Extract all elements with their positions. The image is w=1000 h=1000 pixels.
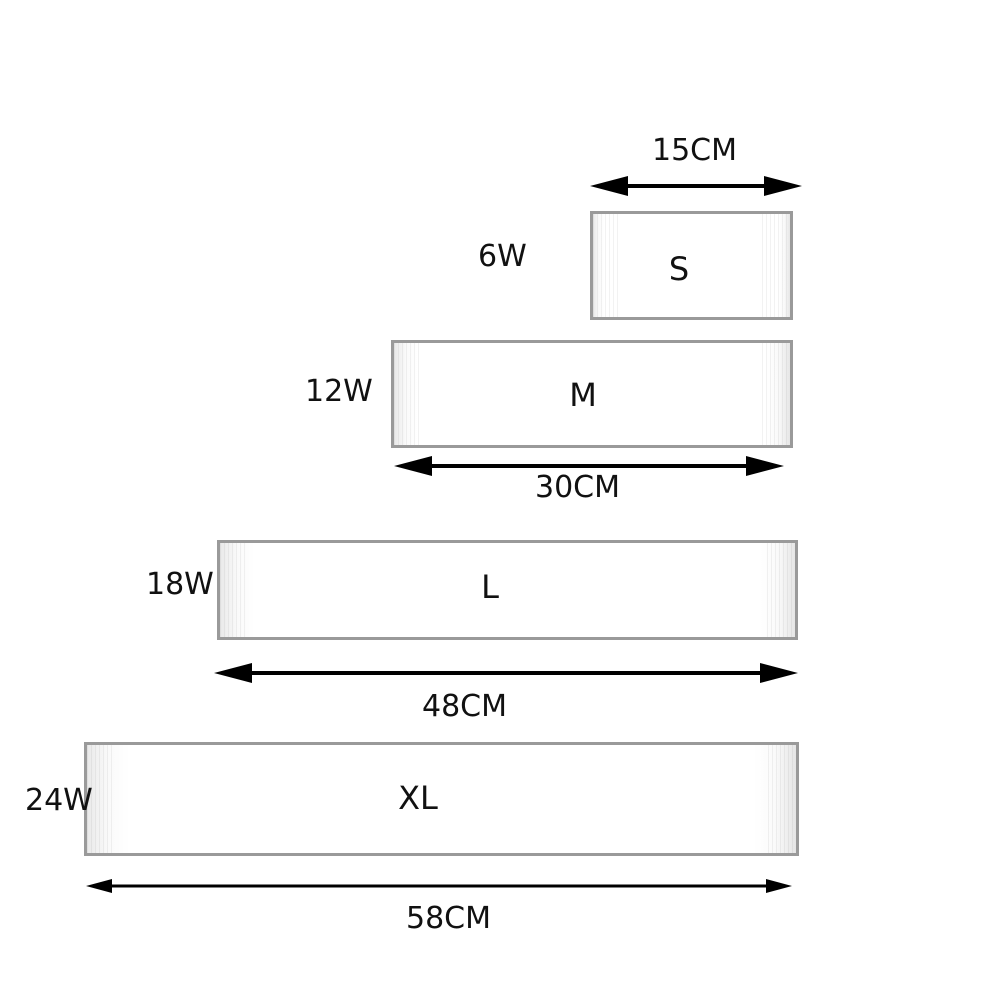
size-label-l: L [481, 568, 499, 606]
power-label-m: 12W [305, 374, 373, 409]
size-label-xl: XL [398, 779, 438, 817]
lamp-l [217, 540, 798, 640]
size-label-s: S [668, 250, 690, 288]
length-label-xl: 58CM [406, 901, 492, 936]
length-label-m: 30CM [535, 470, 621, 505]
size-label-m: M [569, 376, 597, 414]
lamp-s [590, 211, 793, 320]
length-label-l: 48CM [422, 689, 508, 724]
lamp-m [391, 340, 793, 448]
power-label-s: 6W [478, 239, 527, 274]
lamp-xl [84, 742, 799, 856]
power-label-xl: 24W [25, 783, 93, 818]
power-label-l: 18W [146, 567, 214, 602]
length-label-s: 15CM [652, 133, 738, 168]
